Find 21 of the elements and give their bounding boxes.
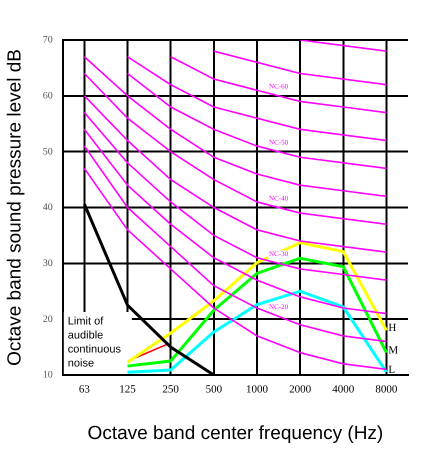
- series-label: L: [388, 364, 396, 376]
- x-tick-label: 2000: [289, 383, 312, 396]
- y-tick-label: 30: [42, 258, 53, 269]
- x-tick-label: 1000: [246, 383, 268, 396]
- y-tick-label: 40: [42, 202, 53, 214]
- series-label: M: [388, 344, 398, 357]
- y-tick-label: 50: [42, 146, 53, 158]
- y-tick-label: 60: [42, 90, 53, 102]
- annotation: Limit of audible continuous noise: [68, 316, 122, 370]
- y-tick-label: 20: [42, 314, 53, 325]
- x-tick-label: 63: [78, 383, 90, 396]
- y-tick-label: 70: [42, 34, 53, 46]
- y-tick-label: 10: [42, 370, 53, 381]
- x-tick-label: 8000: [375, 383, 398, 396]
- series-label: H: [388, 322, 396, 334]
- x-axis-title: Octave band center frequency (Hz): [88, 422, 384, 444]
- x-tick-label: 250: [162, 383, 180, 396]
- y-axis-title: Octave band sound pressure level dB: [4, 49, 26, 366]
- x-tick-label: 500: [206, 383, 223, 396]
- x-tick-label: 4000: [332, 383, 355, 396]
- x-tick-label: 125: [119, 383, 136, 396]
